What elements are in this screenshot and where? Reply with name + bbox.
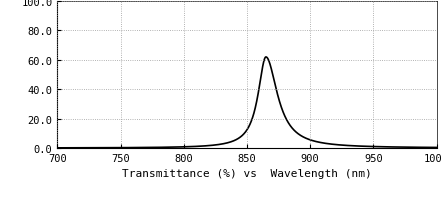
X-axis label: Transmittance (%) vs  Wavelength (nm): Transmittance (%) vs Wavelength (nm) xyxy=(122,169,372,179)
